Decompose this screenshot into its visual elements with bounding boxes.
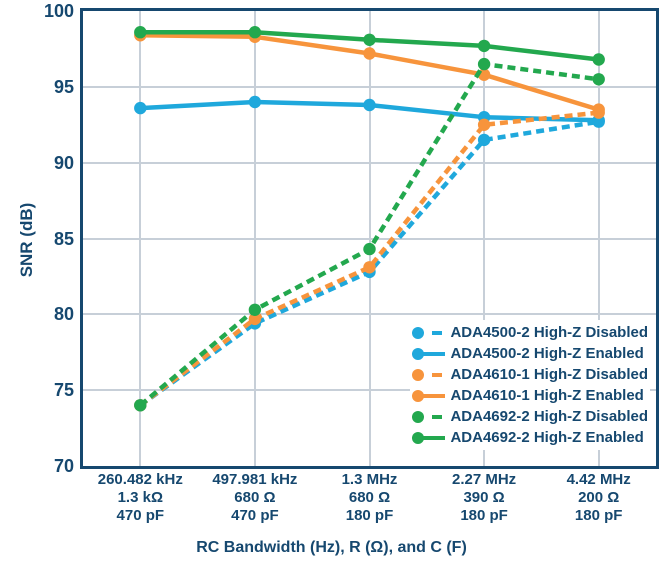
data-point-ada4610-1-high-z-disabled-3 xyxy=(477,118,491,131)
legend-item-ada4500-2-high-z-disabled: ADA4500-2 High-Z Disabled xyxy=(412,322,648,343)
x-tick-label-497-981-khz: 497.981 kHz 680 Ω 470 pF xyxy=(212,471,298,524)
x-tick-label-4-42-mhz: 4.42 MHz 200 Ω 180 pF xyxy=(566,471,631,524)
series-line-ada4610-1-high-z-disabled xyxy=(138,110,599,408)
y-tick-label-95: 95 xyxy=(53,76,74,97)
x-tick-label-2-27-mhz: 2.27 MHz 390 Ω 180 pF xyxy=(451,471,517,524)
legend-label: ADA4692-2 High-Z Disabled xyxy=(450,408,648,425)
data-point-ada4692-2-high-z-enabled-1 xyxy=(248,26,262,39)
x-axis-title: RC Bandwidth (Hz), R (Ω), and C (F) xyxy=(196,539,467,556)
data-point-ada4500-2-high-z-enabled-2 xyxy=(363,98,376,112)
data-point-ada4610-1-high-z-disabled-2 xyxy=(363,261,376,274)
data-point-ada4692-2-high-z-enabled-3 xyxy=(477,39,491,53)
legend: ADA4500-2 High-Z Disabled ADA4500-2 High-… xyxy=(410,320,650,450)
gridline-v-1-3-mhz xyxy=(368,11,371,466)
data-point-ada4500-2-high-z-enabled-0 xyxy=(134,101,147,115)
legend-item-ada4692-2-high-z-enabled: ADA4692-2 High-Z Enabled xyxy=(412,427,648,448)
y-tick-label-90: 90 xyxy=(53,152,74,173)
legend-item-ada4692-2-high-z-disabled: ADA4692-2 High-Z Disabled xyxy=(412,406,648,427)
legend-dashed-line-icon xyxy=(412,368,446,382)
data-point-ada4692-2-high-z-disabled-1 xyxy=(248,303,262,316)
legend-solid-line-icon xyxy=(412,347,446,361)
data-point-ada4500-2-high-z-enabled-1 xyxy=(248,95,262,109)
y-tick-label-100: 100 xyxy=(43,1,74,21)
legend-label: ADA4610-1 High-Z Disabled xyxy=(450,366,648,383)
data-point-ada4692-2-high-z-disabled-3 xyxy=(477,57,491,71)
data-point-ada4500-2-high-z-disabled-3 xyxy=(477,133,491,147)
data-point-ada4692-2-high-z-enabled-2 xyxy=(363,33,376,46)
y-tick-label-85: 85 xyxy=(53,228,74,249)
data-series-layer xyxy=(134,26,605,412)
data-point-ada4692-2-high-z-enabled-4 xyxy=(592,53,605,66)
data-point-ada4610-1-high-z-enabled-4 xyxy=(592,103,605,116)
legend-item-ada4610-1-high-z-disabled: ADA4610-1 High-Z Disabled xyxy=(412,364,648,385)
gridline-v-260-482-khz xyxy=(139,11,142,466)
legend-item-ada4500-2-high-z-enabled: ADA4500-2 High-Z Enabled xyxy=(412,343,648,364)
x-tick-label-260-482-khz: 260.482 kHz 1.3 kΩ 470 pF xyxy=(97,471,183,524)
data-point-ada4692-2-high-z-disabled-0 xyxy=(134,399,147,412)
gridline-v-2-27-mhz xyxy=(483,11,486,466)
data-point-ada4692-2-high-z-disabled-2 xyxy=(363,242,376,256)
gridline-v-4-42-mhz xyxy=(597,11,600,466)
legend-label: ADA4500-2 High-Z Enabled xyxy=(450,345,644,362)
legend-item-ada4610-1-high-z-enabled: ADA4610-1 High-Z Enabled xyxy=(412,385,648,406)
gridline-v-497-981-khz xyxy=(253,11,256,466)
data-point-ada4692-2-high-z-disabled-4 xyxy=(592,73,605,86)
y-tick-label-75: 75 xyxy=(53,380,74,401)
series-line-ada4610-1-high-z-enabled xyxy=(140,33,600,112)
y-tick-label-80: 80 xyxy=(53,304,74,325)
plot-area: ADA4500-2 High-Z Disabled ADA4500-2 High-… xyxy=(80,8,659,469)
data-point-ada4610-1-high-z-disabled-1 xyxy=(248,312,262,326)
data-point-ada4610-1-high-z-enabled-2 xyxy=(363,47,376,60)
legend-label: ADA4500-2 High-Z Disabled xyxy=(450,324,648,341)
x-tick-label-1-3-mhz: 1.3 MHz 680 Ω 180 pF xyxy=(341,471,398,524)
legend-label: ADA4692-2 High-Z Enabled xyxy=(450,429,644,446)
y-tick-label-70: 70 xyxy=(53,456,74,476)
legend-solid-line-icon xyxy=(412,389,446,403)
legend-label: ADA4610-1 High-Z Enabled xyxy=(450,387,644,404)
legend-solid-line-icon xyxy=(412,431,446,445)
data-point-ada4692-2-high-z-enabled-0 xyxy=(134,26,147,39)
legend-dashed-line-icon xyxy=(412,326,446,340)
legend-dashed-line-icon xyxy=(412,410,446,424)
